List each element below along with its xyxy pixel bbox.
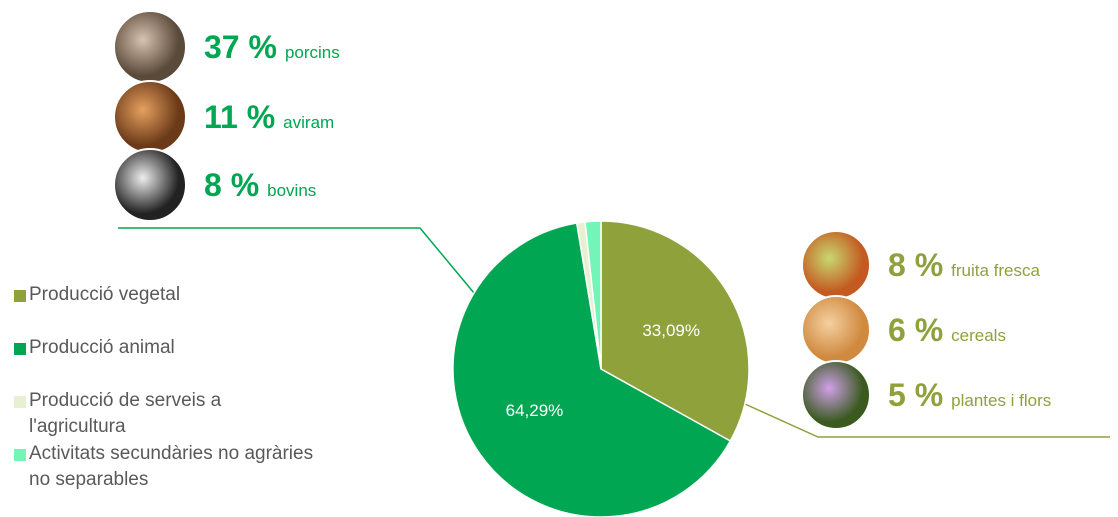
legend-swatch bbox=[14, 290, 26, 302]
photo-icon bbox=[802, 231, 870, 299]
photo-icon bbox=[802, 361, 870, 429]
legend-item: Producció vegetal bbox=[14, 282, 314, 335]
breakdown-value: 8 % bbox=[888, 247, 943, 283]
photo-icon bbox=[802, 296, 870, 364]
breakdown-text: 6 % cereals bbox=[888, 312, 1006, 348]
photo-icon bbox=[114, 81, 186, 153]
page: {"chart_data": {"type": "pie", "categori… bbox=[0, 0, 1118, 517]
breakdown-value: 5 % bbox=[888, 377, 943, 413]
breakdown-name: fruita fresca bbox=[951, 261, 1040, 280]
breakdown-value: 11 % bbox=[204, 99, 275, 135]
breakdown-name: bovins bbox=[267, 181, 316, 200]
legend-label: Producció animal bbox=[29, 335, 175, 361]
breakdown-text: 11 % aviram bbox=[204, 99, 334, 135]
legend: Producció vegetal Producció animal Producc… bbox=[14, 282, 314, 494]
data-label: 33,09% bbox=[642, 321, 700, 340]
photo-icon bbox=[114, 149, 186, 221]
breakdown-value: 6 % bbox=[888, 312, 943, 348]
breakdown-text: 5 % plantes i flors bbox=[888, 377, 1051, 413]
legend-item: Producció de serveis a l'agricultura bbox=[14, 388, 314, 441]
legend-item: Activitats secundàries no agràries no se… bbox=[14, 441, 314, 494]
photo-icon bbox=[114, 11, 186, 83]
legend-swatch bbox=[14, 396, 26, 408]
legend-label: Producció de serveis a l'agricultura bbox=[29, 388, 314, 440]
breakdown-name: porcins bbox=[285, 43, 340, 62]
legend-swatch bbox=[14, 343, 26, 355]
legend-item: Producció animal bbox=[14, 335, 314, 388]
legend-swatch bbox=[14, 449, 26, 461]
breakdown-name: cereals bbox=[951, 326, 1006, 345]
data-label: 64,29% bbox=[506, 401, 564, 420]
breakdown-text: 8 % fruita fresca bbox=[888, 247, 1040, 283]
legend-label: Activitats secundàries no agràries no se… bbox=[29, 441, 314, 493]
breakdown-value: 37 % bbox=[204, 29, 277, 65]
breakdown-value: 8 % bbox=[204, 167, 259, 203]
breakdown-text: 37 % porcins bbox=[204, 29, 340, 65]
breakdown-name: plantes i flors bbox=[951, 391, 1051, 410]
breakdown-name: aviram bbox=[283, 113, 334, 132]
breakdown-text: 8 % bovins bbox=[204, 167, 316, 203]
legend-label: Producció vegetal bbox=[29, 282, 180, 308]
